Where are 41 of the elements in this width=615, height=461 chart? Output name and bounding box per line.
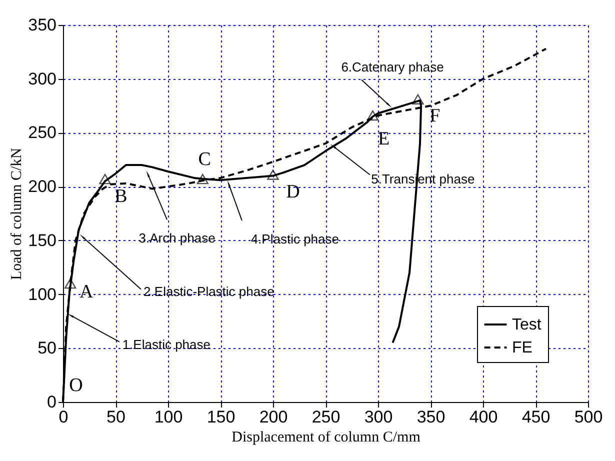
legend-label: FE <box>512 340 532 356</box>
y-axis-title: Load of column C/kN <box>9 148 26 280</box>
y-tick-label: 150 <box>28 230 56 250</box>
x-tick-label: 400 <box>469 408 498 426</box>
x-tick-label: 0 <box>58 408 68 426</box>
annotation: A <box>79 282 94 303</box>
y-tick-label: 100 <box>28 284 56 304</box>
y-tick-label: 350 <box>28 16 56 34</box>
annotation: O <box>69 375 83 396</box>
x-tick-label: 100 <box>154 408 183 426</box>
annotation: 4.Plastic phase <box>250 231 339 246</box>
annotation: 1.Elastic phase <box>122 336 210 352</box>
annotation: B <box>114 186 128 208</box>
point <box>412 94 424 104</box>
annotation: E <box>378 128 390 150</box>
point <box>366 110 379 121</box>
legend-label: Test <box>512 316 542 334</box>
x-tick-label: 300 <box>364 408 393 426</box>
annotation: C <box>198 149 211 170</box>
y-tick-label: 250 <box>28 123 56 142</box>
point <box>196 174 208 184</box>
y-tick-label: 0 <box>47 392 56 412</box>
point <box>267 170 279 180</box>
x-tick-label: 500 <box>574 408 603 426</box>
x-tick-label: 250 <box>312 408 340 426</box>
x-tick-label: 50 <box>106 408 126 426</box>
x-tick-label: 200 <box>259 408 288 426</box>
annotation: 6.Catenary phase <box>341 60 444 75</box>
point <box>99 174 111 184</box>
annotation: 3.Arch phase <box>138 230 216 246</box>
annotation: F <box>430 105 440 126</box>
annotation: D <box>286 182 300 203</box>
x-tick-label: 450 <box>522 408 550 426</box>
annotation: 2.Elastic-Plastic phase <box>144 284 274 300</box>
point <box>64 278 76 289</box>
x-tick-label: 150 <box>206 408 236 426</box>
x-tick-label: 350 <box>416 408 446 426</box>
y-tick-label: 300 <box>28 69 56 88</box>
y-tick-label: 200 <box>28 177 56 196</box>
y-tick-label: 50 <box>38 338 56 358</box>
x-axis-title: Displacement of column C/mm <box>232 430 421 446</box>
